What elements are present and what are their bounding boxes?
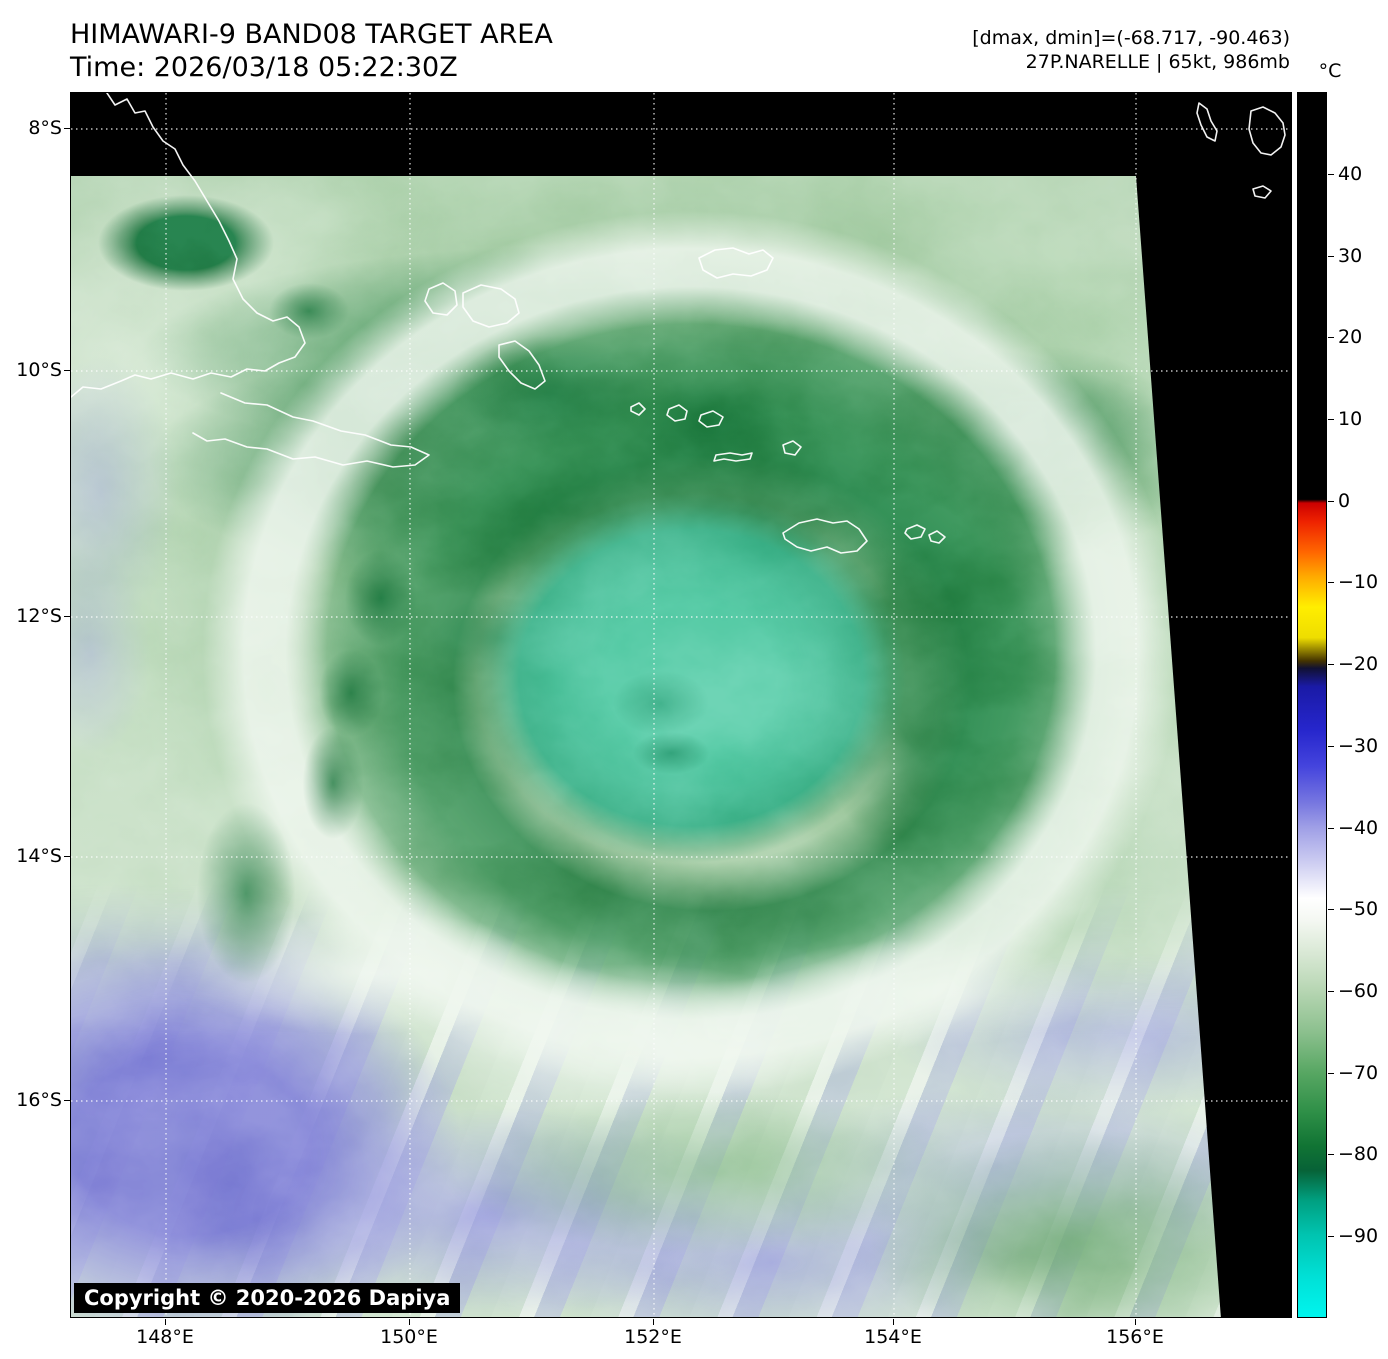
y-tick-label: 16°S xyxy=(16,1089,62,1111)
cyclone-central-dense-overcast xyxy=(71,93,1291,1317)
colorbar-tick-mark xyxy=(1328,664,1334,665)
x-tick-mark xyxy=(653,1319,654,1325)
y-tick-label: 14°S xyxy=(16,845,62,867)
dmax-dmin-readout: [dmax, dmin]=(-68.717, -90.463) xyxy=(972,27,1290,49)
y-tick-mark xyxy=(64,616,70,617)
colorbar-tick-mark xyxy=(1328,828,1334,829)
x-tick-mark xyxy=(893,1319,894,1325)
colorbar-tick-label: −90 xyxy=(1338,1225,1379,1247)
y-tick-label: 8°S xyxy=(28,117,62,139)
y-tick-mark xyxy=(64,370,70,371)
colorbar-tick-mark xyxy=(1328,1073,1334,1074)
colorbar-tick-mark xyxy=(1328,746,1334,747)
y-tick-mark xyxy=(64,1100,70,1101)
x-tick-label: 150°E xyxy=(380,1326,438,1348)
colorbar-tick-mark xyxy=(1328,174,1334,175)
colorbar-tick-label: −50 xyxy=(1338,898,1379,920)
colorbar-tick-mark xyxy=(1328,1236,1334,1237)
colorbar-tick-label: 0 xyxy=(1338,490,1351,512)
colorbar-tick-label: −10 xyxy=(1338,571,1379,593)
colorbar-tick-mark xyxy=(1328,337,1334,338)
x-tick-label: 152°E xyxy=(624,1326,682,1348)
satellite-map: Copyright © 2020-2026 Dapiya xyxy=(70,92,1292,1318)
colorbar-tick-label: −40 xyxy=(1338,817,1379,839)
y-tick-label: 10°S xyxy=(16,359,62,381)
x-tick-mark xyxy=(409,1319,410,1325)
header-left: HIMAWARI-9 BAND08 TARGET AREA Time: 2026… xyxy=(70,18,553,84)
colorbar-unit-label: °C xyxy=(1318,60,1342,82)
colorbar-tick-mark xyxy=(1328,1154,1334,1155)
colorbar-tick-label: −80 xyxy=(1338,1143,1379,1165)
colorbar-tick-label: 10 xyxy=(1338,408,1363,430)
colorbar-tick-mark xyxy=(1328,256,1334,257)
y-tick-mark xyxy=(64,128,70,129)
y-tick-label: 12°S xyxy=(16,605,62,627)
copyright: Copyright © 2020-2026 Dapiya xyxy=(74,1283,461,1313)
scan-edge-top xyxy=(71,93,1291,176)
timestamp: Time: 2026/03/18 05:22:30Z xyxy=(70,52,458,83)
colorbar-tick-label: 30 xyxy=(1338,245,1363,267)
page-title: HIMAWARI-9 BAND08 TARGET AREA xyxy=(70,19,553,50)
colorbar-tick-label: −70 xyxy=(1338,1062,1379,1084)
x-tick-mark xyxy=(1135,1319,1136,1325)
x-tick-label: 148°E xyxy=(136,1326,194,1348)
colorbar-tick-label: −20 xyxy=(1338,653,1379,675)
colorbar-tick-mark xyxy=(1328,419,1334,420)
storm-info: 27P.NARELLE | 65kt, 986mb xyxy=(1025,51,1290,73)
temperature-colorbar xyxy=(1297,92,1327,1318)
colorbar-tick-label: −30 xyxy=(1338,735,1379,757)
colorbar-tick-label: −60 xyxy=(1338,980,1379,1002)
y-tick-mark xyxy=(64,856,70,857)
colorbar-tick-mark xyxy=(1328,991,1334,992)
x-tick-mark xyxy=(165,1319,166,1325)
header-right: [dmax, dmin]=(-68.717, -90.463) 27P.NARE… xyxy=(972,26,1290,74)
x-tick-label: 154°E xyxy=(864,1326,922,1348)
colorbar-tick-label: 40 xyxy=(1338,163,1363,185)
colorbar-tick-mark xyxy=(1328,909,1334,910)
colorbar-tick-mark xyxy=(1328,582,1334,583)
colorbar-tick-label: 20 xyxy=(1338,326,1363,348)
colorbar-tick-mark xyxy=(1328,501,1334,502)
x-tick-label: 156°E xyxy=(1106,1326,1164,1348)
